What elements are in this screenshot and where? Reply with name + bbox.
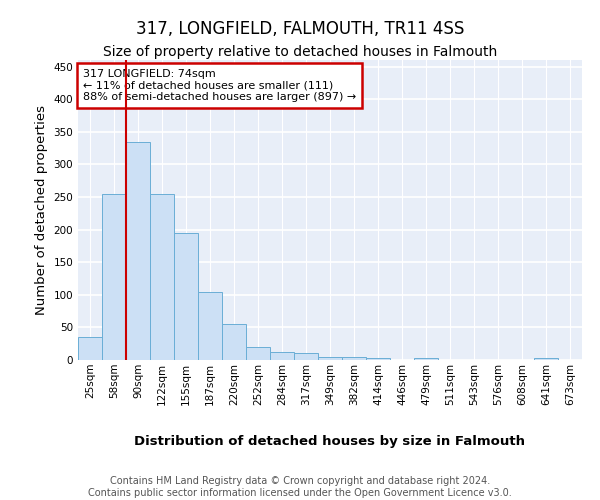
- Bar: [366, 358, 390, 360]
- Bar: [174, 233, 198, 360]
- Bar: [222, 324, 246, 360]
- Text: 317 LONGFIELD: 74sqm
← 11% of detached houses are smaller (111)
88% of semi-deta: 317 LONGFIELD: 74sqm ← 11% of detached h…: [83, 69, 356, 102]
- Y-axis label: Number of detached properties: Number of detached properties: [35, 105, 48, 315]
- Text: Distribution of detached houses by size in Falmouth: Distribution of detached houses by size …: [134, 435, 526, 448]
- Bar: [150, 194, 174, 360]
- Bar: [102, 194, 126, 360]
- Bar: [270, 352, 294, 360]
- Bar: [126, 142, 150, 360]
- Text: Contains HM Land Registry data © Crown copyright and database right 2024.
Contai: Contains HM Land Registry data © Crown c…: [88, 476, 512, 498]
- Text: Size of property relative to detached houses in Falmouth: Size of property relative to detached ho…: [103, 45, 497, 59]
- Text: 317, LONGFIELD, FALMOUTH, TR11 4SS: 317, LONGFIELD, FALMOUTH, TR11 4SS: [136, 20, 464, 38]
- Bar: [198, 292, 222, 360]
- Bar: [78, 337, 102, 360]
- Bar: [294, 354, 318, 360]
- Bar: [318, 356, 342, 360]
- Bar: [342, 356, 366, 360]
- Bar: [246, 347, 270, 360]
- Bar: [414, 358, 438, 360]
- Bar: [534, 358, 558, 360]
